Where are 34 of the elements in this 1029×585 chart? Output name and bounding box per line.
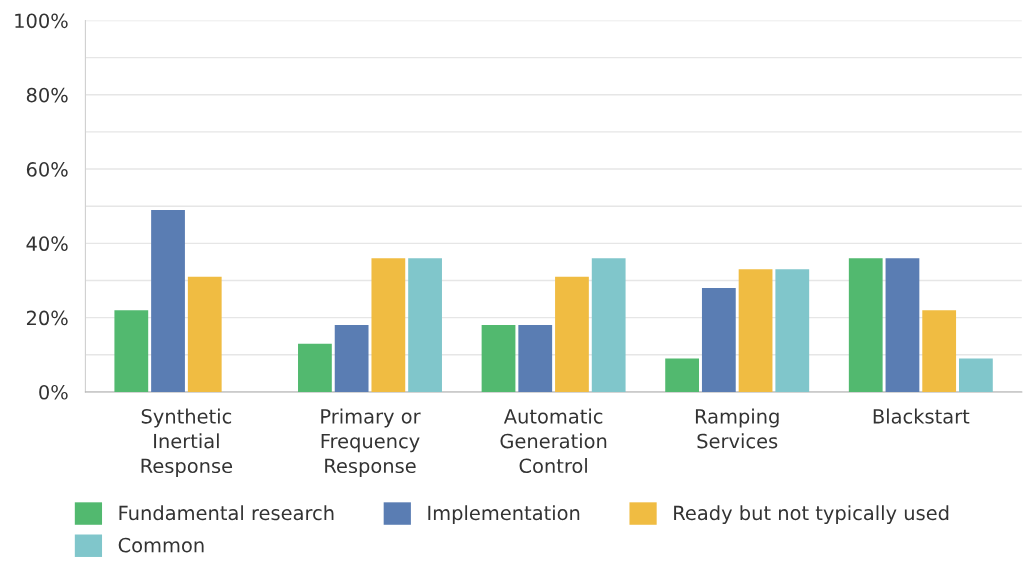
bar	[555, 276, 589, 392]
bar	[518, 325, 553, 392]
x-tick-label: Automatic Generation Control	[500, 408, 607, 474]
y-tick-label: 80%	[26, 87, 68, 103]
bar	[738, 269, 773, 392]
bar	[885, 258, 920, 392]
bar	[114, 310, 149, 392]
bar	[298, 343, 332, 392]
bar	[701, 287, 736, 392]
y-tick-label: 100%	[15, 13, 68, 29]
bar	[775, 269, 810, 392]
bar	[408, 258, 442, 392]
bar	[848, 258, 883, 392]
x-tick-label: Primary or Frequency Response	[321, 408, 421, 477]
bar	[665, 358, 700, 392]
bar	[334, 325, 369, 392]
bar	[371, 258, 406, 392]
y-tick-label: 20%	[26, 310, 68, 326]
legend-label: Ready but not typically used	[674, 505, 949, 525]
y-tick-label: 60%	[26, 162, 68, 177]
legend-label: Fundamental research	[119, 505, 334, 521]
legend-label: Implementation	[428, 505, 580, 525]
bar	[151, 209, 185, 392]
bar	[922, 310, 957, 392]
bar	[591, 258, 626, 392]
x-tick-label: Ramping Services	[695, 408, 779, 449]
bar	[481, 325, 516, 392]
bar	[187, 276, 222, 392]
x-tick-label: Synthetic Inertial Response	[141, 408, 233, 477]
x-tick-label: Blackstart	[873, 408, 970, 424]
y-tick-label: 0%	[39, 384, 68, 400]
y-tick-label: 40%	[26, 236, 68, 252]
bar	[959, 358, 993, 392]
legend-label: Common	[118, 537, 204, 553]
